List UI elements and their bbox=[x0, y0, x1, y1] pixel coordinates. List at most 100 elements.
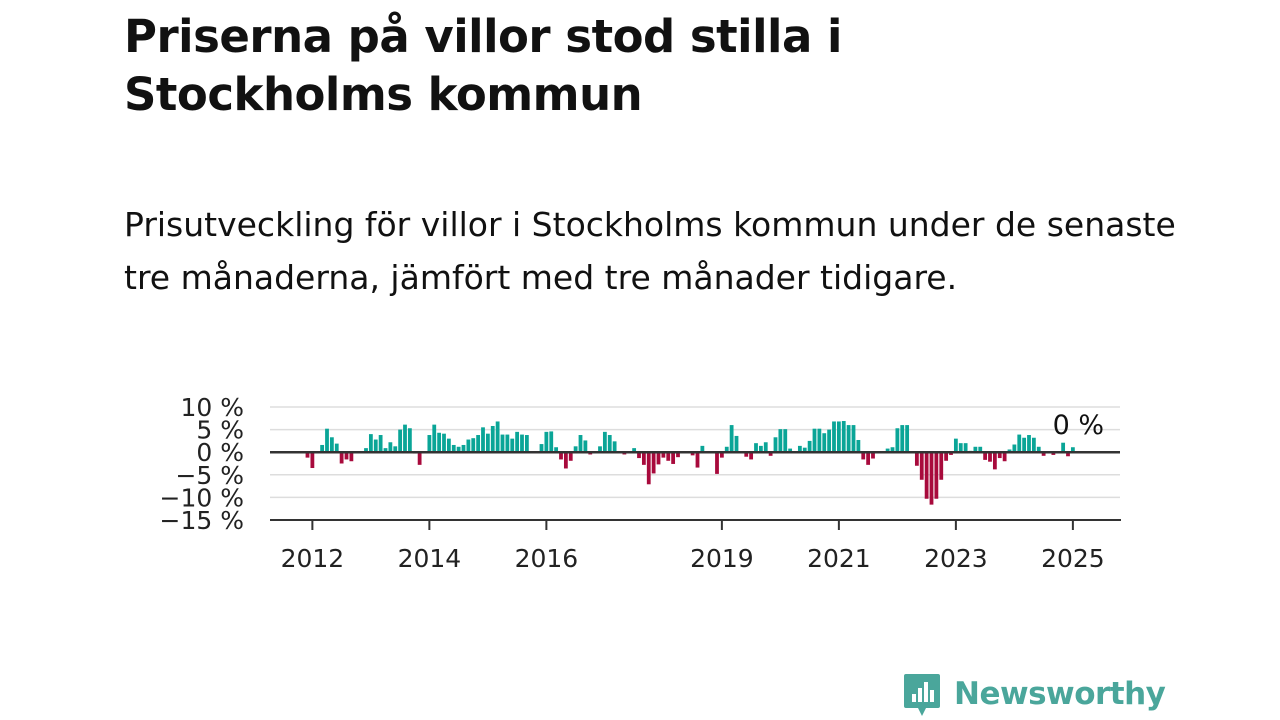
bar bbox=[559, 452, 563, 460]
bar bbox=[758, 445, 763, 453]
bar bbox=[637, 452, 641, 459]
bar bbox=[861, 452, 866, 460]
bar bbox=[329, 437, 334, 453]
bar bbox=[442, 433, 446, 453]
bar bbox=[807, 440, 812, 453]
bar bbox=[958, 443, 963, 453]
bar bbox=[1036, 446, 1041, 453]
bar bbox=[763, 442, 768, 453]
bar bbox=[666, 452, 671, 461]
bar bbox=[305, 452, 310, 458]
bar bbox=[754, 443, 758, 453]
bar bbox=[398, 429, 403, 453]
bar bbox=[749, 452, 754, 460]
bar bbox=[988, 452, 992, 462]
bar bbox=[788, 448, 793, 453]
y-tick-label: −15 % bbox=[160, 506, 244, 535]
bar bbox=[822, 433, 827, 453]
bar bbox=[451, 444, 456, 453]
bar bbox=[510, 438, 515, 453]
bar bbox=[671, 452, 676, 464]
bar bbox=[403, 424, 407, 453]
bar bbox=[856, 439, 861, 453]
bar bbox=[573, 446, 578, 453]
bar bbox=[349, 452, 354, 462]
bar bbox=[836, 421, 841, 453]
bar bbox=[827, 429, 832, 453]
bar bbox=[905, 425, 910, 453]
bar bbox=[949, 452, 953, 455]
newsworthy-icon bbox=[904, 674, 940, 716]
bar bbox=[1051, 452, 1056, 455]
bar-chart: 10 %5 %0 %−5 %−10 %−15 %2012 2014 2016 2019… bbox=[160, 393, 1121, 573]
y-tick-label: 10 % bbox=[180, 393, 244, 422]
y-tick-label: 5 % bbox=[196, 416, 244, 445]
bar bbox=[973, 446, 978, 453]
y-tick-label: −10 % bbox=[160, 483, 244, 512]
bar bbox=[871, 452, 875, 459]
bar bbox=[832, 421, 836, 453]
bar bbox=[481, 427, 485, 453]
bar bbox=[953, 438, 958, 453]
bar bbox=[963, 443, 968, 453]
y-tick-label: −5 % bbox=[175, 461, 244, 490]
bar bbox=[524, 435, 529, 453]
bar bbox=[632, 448, 637, 453]
bar bbox=[500, 434, 505, 453]
bar bbox=[919, 452, 924, 480]
bar bbox=[1007, 449, 1012, 453]
bar bbox=[719, 452, 724, 458]
bar bbox=[1002, 452, 1007, 462]
bar bbox=[563, 452, 568, 469]
bar bbox=[520, 434, 524, 453]
bar bbox=[364, 448, 368, 453]
bar bbox=[456, 446, 461, 453]
bar bbox=[495, 421, 500, 453]
bar bbox=[1017, 434, 1022, 453]
bar bbox=[656, 452, 661, 465]
bar bbox=[846, 425, 851, 453]
bar bbox=[485, 433, 490, 453]
bar bbox=[612, 441, 617, 453]
bar bbox=[476, 435, 481, 453]
bar bbox=[383, 448, 388, 453]
brand-name: Newsworthy bbox=[954, 676, 1166, 712]
bar bbox=[885, 448, 890, 453]
bar bbox=[939, 452, 944, 480]
bar bbox=[944, 452, 949, 461]
bar bbox=[676, 452, 680, 458]
x-tick-label: 2021 bbox=[807, 544, 871, 573]
bar bbox=[505, 434, 510, 453]
bar bbox=[339, 452, 344, 464]
bar bbox=[812, 428, 817, 453]
bar bbox=[695, 452, 700, 468]
x-tick-label: 2023 bbox=[924, 544, 988, 573]
last-value-label: 0 % bbox=[1053, 410, 1104, 441]
bar bbox=[437, 432, 442, 453]
bar bbox=[978, 446, 983, 453]
bar bbox=[388, 442, 393, 453]
bar bbox=[373, 439, 378, 453]
bar bbox=[900, 425, 905, 453]
bar bbox=[700, 445, 705, 453]
bar bbox=[744, 452, 749, 457]
bar bbox=[310, 452, 315, 469]
bar bbox=[690, 452, 695, 456]
bar bbox=[417, 452, 422, 465]
bar bbox=[851, 425, 856, 453]
bar bbox=[924, 452, 929, 499]
bar bbox=[578, 435, 583, 453]
bar bbox=[320, 444, 325, 453]
bar bbox=[602, 431, 607, 453]
bar bbox=[1070, 447, 1075, 453]
bar bbox=[583, 440, 588, 453]
bar bbox=[490, 425, 495, 453]
bar bbox=[929, 452, 934, 505]
newsworthy-logo: Newsworthy bbox=[902, 670, 1166, 718]
bar bbox=[539, 444, 544, 453]
bar bbox=[797, 445, 802, 453]
bar bbox=[661, 452, 666, 458]
bar bbox=[914, 452, 919, 466]
bar bbox=[641, 452, 646, 465]
bar bbox=[407, 428, 412, 453]
